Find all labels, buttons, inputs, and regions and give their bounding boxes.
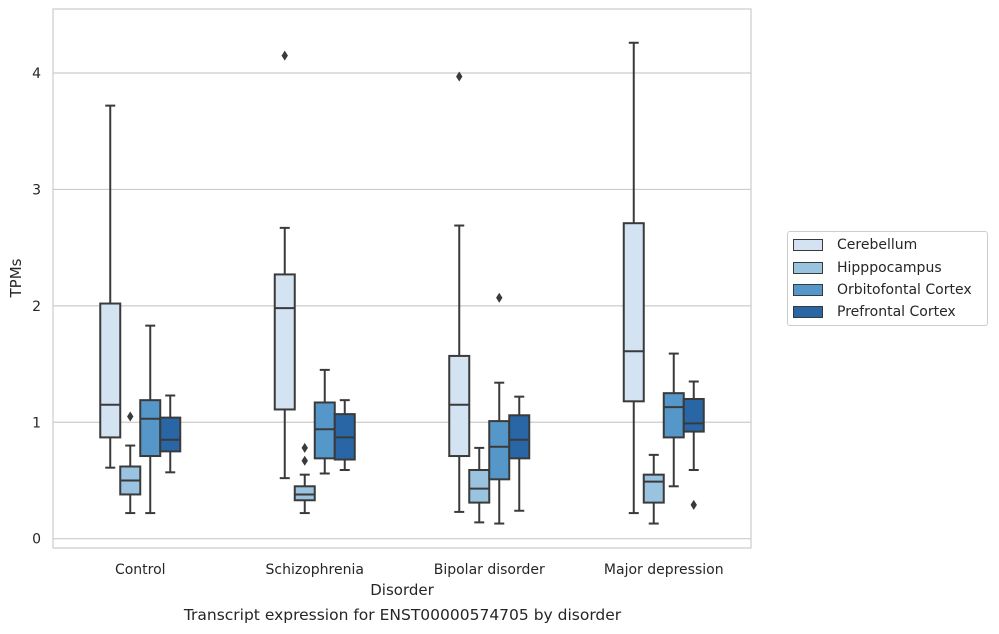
legend-label: Orbitofontal Cortex — [837, 282, 972, 298]
box-cerebellum — [99, 104, 122, 469]
box-orbitofontal-cortex — [139, 324, 162, 515]
x-tick-label: Major depression — [604, 562, 724, 578]
box-orbitofontal-cortex — [313, 368, 336, 475]
box — [468, 469, 491, 504]
box-hipppocampus — [468, 446, 491, 524]
y-tick-labels: 0 1 2 3 4 — [32, 66, 41, 548]
box-prefrontal-cortex — [508, 395, 531, 512]
box — [293, 485, 316, 502]
box-group — [99, 41, 705, 525]
x-tick-label: Bipolar disorder — [434, 562, 545, 578]
outlier-point — [496, 292, 503, 303]
outlier-point — [456, 71, 463, 82]
box — [488, 420, 511, 481]
box — [508, 414, 531, 460]
gridlines — [53, 72, 751, 540]
box — [622, 222, 645, 403]
outlier-point — [301, 455, 308, 466]
legend-item-hippocampus: Hipppocampus — [793, 258, 942, 278]
box-cerebellum — [273, 50, 296, 480]
box — [662, 392, 685, 439]
box-hipppocampus — [642, 453, 665, 525]
x-tick-labels: Control Schizophrenia Bipolar disorder Majo… — [115, 562, 724, 578]
x-tick-label: Control — [115, 562, 166, 578]
y-tick-label: 2 — [32, 299, 41, 315]
box-prefrontal-cortex — [159, 394, 182, 474]
box-orbitofontal-cortex — [488, 292, 511, 525]
box — [313, 401, 336, 460]
x-tick-label: Schizophrenia — [266, 562, 364, 578]
box — [273, 273, 296, 411]
legend: Cerebellum Hipppocampus Orbitofontal Cor… — [787, 231, 988, 326]
legend-label: Cerebellum — [837, 237, 918, 253]
outlier-point — [690, 499, 697, 510]
box-cerebellum — [448, 71, 471, 513]
box-orbitofontal-cortex — [662, 352, 685, 488]
y-tick-label: 1 — [32, 415, 41, 431]
outlier-point — [281, 50, 288, 61]
box — [99, 302, 122, 439]
legend-swatch — [793, 284, 823, 296]
legend-swatch — [793, 239, 823, 251]
box-prefrontal-cortex — [682, 380, 705, 510]
box-hipppocampus — [119, 411, 142, 515]
box — [682, 397, 705, 433]
outlier-point — [301, 442, 308, 453]
chart-title: Transcript expression for ENST0000057470… — [183, 606, 622, 624]
outlier-point — [127, 411, 134, 422]
legend-item-cerebellum: Cerebellum — [793, 235, 917, 255]
legend-item-orbitofrontal-cortex: Orbitofontal Cortex — [793, 280, 972, 300]
x-axis-label: Disorder — [370, 581, 434, 599]
y-axis-label: TPMs — [7, 258, 25, 298]
y-tick-label: 0 — [32, 532, 41, 548]
legend-swatch — [793, 306, 823, 318]
legend-label: Prefrontal Cortex — [837, 304, 956, 320]
box-cerebellum — [622, 41, 645, 515]
legend-swatch — [793, 262, 823, 274]
legend-item-prefrontal-cortex: Prefrontal Cortex — [793, 302, 956, 322]
y-tick-label: 4 — [32, 66, 41, 82]
box — [642, 473, 665, 504]
y-tick-label: 3 — [32, 182, 41, 198]
legend-label: Hipppocampus — [837, 260, 942, 276]
box-hipppocampus — [293, 442, 316, 515]
plot-frame — [52, 8, 752, 549]
box-prefrontal-cortex — [333, 399, 356, 472]
box — [139, 399, 162, 458]
box — [448, 354, 471, 458]
box — [159, 416, 182, 453]
